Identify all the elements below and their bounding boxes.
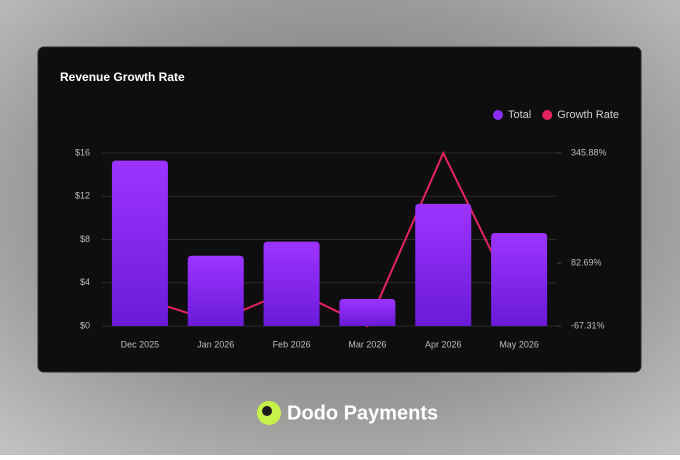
- bar: [491, 233, 548, 326]
- x-tick-label: Feb 2026: [273, 339, 311, 349]
- plot: $0 $4 $8 $12 $16 -67.31% 82.69% 345.88% Dec 2025…: [75, 109, 619, 349]
- y2-tick-label: -67.31%: [571, 320, 605, 330]
- bar: [187, 255, 244, 326]
- y-tick-label: $0: [80, 320, 90, 330]
- y2-tick-label: 345.88%: [571, 147, 607, 157]
- y-tick-label: $8: [80, 234, 90, 244]
- x-tick-label: Dec 2025: [121, 339, 160, 349]
- bar: [111, 160, 168, 326]
- legend-label: Growth Rate: [557, 109, 619, 121]
- chart-title: Revenue Growth Rate: [60, 70, 185, 84]
- legend-swatch: [493, 110, 503, 120]
- y2-tick-label: 82.69%: [571, 258, 602, 268]
- logo-mark: [262, 406, 272, 416]
- x-tick-label: Jan 2026: [197, 339, 234, 349]
- bar: [263, 241, 320, 326]
- x-tick-label: Mar 2026: [348, 339, 386, 349]
- x-tick-label: Apr 2026: [425, 339, 462, 349]
- x-tick-label: May 2026: [499, 339, 539, 349]
- legend-swatch: [542, 110, 553, 120]
- y-tick-label: $12: [75, 191, 90, 201]
- y-tick-label: $16: [75, 147, 90, 157]
- brand: Dodo Payments: [287, 402, 438, 424]
- legend-label: Total: [508, 109, 531, 121]
- bar: [415, 203, 472, 326]
- bar: [339, 298, 396, 326]
- y-tick-label: $4: [80, 277, 90, 287]
